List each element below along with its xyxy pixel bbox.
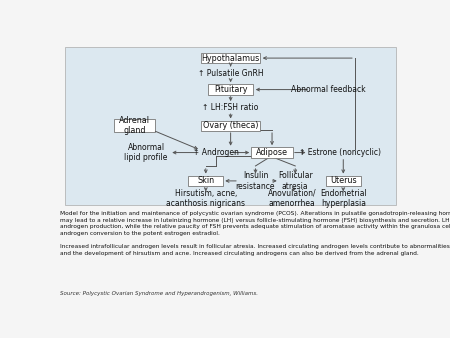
Text: Source: Polycystic Ovarian Syndrome and Hyperandrogenism, Williams.: Source: Polycystic Ovarian Syndrome and … [60, 291, 258, 296]
Text: Abnormal feedback: Abnormal feedback [291, 85, 366, 94]
Text: Model for the initiation and maintenance of polycystic ovarian syndrome (PCOS). : Model for the initiation and maintenance… [60, 211, 450, 256]
FancyBboxPatch shape [251, 147, 293, 158]
Text: ↑ Pulsatile GnRH: ↑ Pulsatile GnRH [198, 69, 263, 77]
Text: Adrenal
gland: Adrenal gland [119, 116, 150, 136]
Text: Follicular
atresia: Follicular atresia [278, 171, 313, 191]
Text: Ovary (theca): Ovary (theca) [203, 121, 258, 130]
Text: Pituitary: Pituitary [214, 85, 248, 94]
Text: Hirsutism, acne,
acanthosis nigricans: Hirsutism, acne, acanthosis nigricans [166, 189, 245, 208]
FancyBboxPatch shape [113, 119, 155, 132]
FancyBboxPatch shape [326, 176, 361, 186]
FancyBboxPatch shape [65, 47, 396, 204]
FancyBboxPatch shape [202, 121, 260, 131]
Text: Anovulation/
amenorrhea: Anovulation/ amenorrhea [268, 189, 316, 208]
Text: Endometrial
hyperplasia: Endometrial hyperplasia [320, 189, 367, 208]
Text: Abnormal
lipid profile: Abnormal lipid profile [125, 143, 168, 162]
Text: Hypothalamus: Hypothalamus [202, 54, 260, 63]
Text: Adipose: Adipose [256, 148, 288, 157]
FancyBboxPatch shape [188, 176, 223, 186]
Text: ↑ LH:FSH ratio: ↑ LH:FSH ratio [202, 103, 259, 112]
FancyBboxPatch shape [208, 84, 253, 95]
Text: Uterus: Uterus [330, 176, 356, 186]
Text: ↑ Androgen: ↑ Androgen [193, 148, 238, 157]
Text: ↑ Estrone (noncyclic): ↑ Estrone (noncyclic) [299, 148, 381, 157]
Text: Skin: Skin [197, 176, 214, 186]
Text: Insulin
resistance: Insulin resistance [236, 171, 275, 191]
FancyBboxPatch shape [202, 53, 260, 63]
